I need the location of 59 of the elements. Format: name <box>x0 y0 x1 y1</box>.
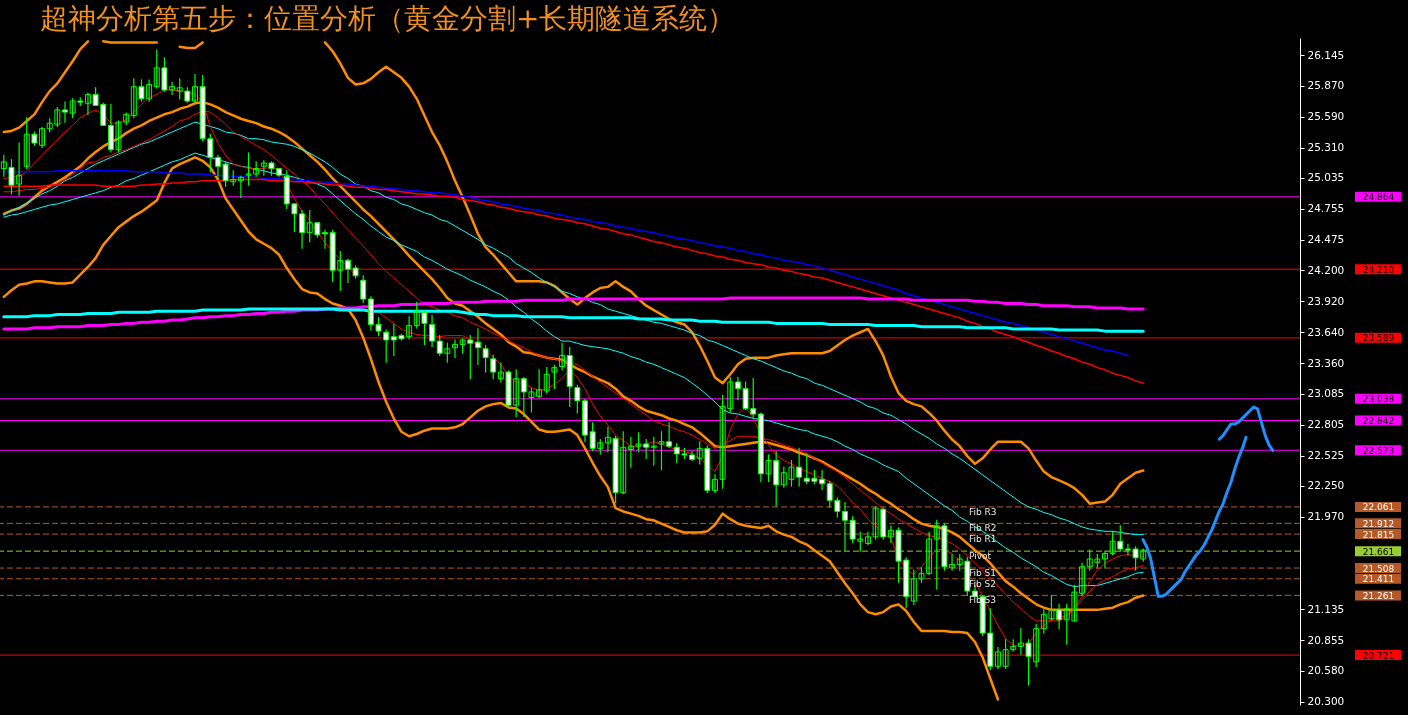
candlestick <box>237 175 244 198</box>
candlestick <box>559 342 566 371</box>
y2-tick-label: 22.061 <box>1362 502 1395 513</box>
y-tick-label: 20.300 <box>1307 695 1345 708</box>
y-tick-label: 25.590 <box>1307 110 1345 123</box>
y2-tick-label: 21.661 <box>1362 546 1395 557</box>
y2-tick-label: 21.411 <box>1362 574 1395 585</box>
y-tick-label: 23.360 <box>1307 356 1345 369</box>
candlestick <box>650 436 657 466</box>
y-tick-label: 23.640 <box>1307 325 1345 338</box>
candlestick <box>1102 550 1108 569</box>
candlestick <box>482 344 489 373</box>
ref-line-label: Fib R1 <box>969 534 997 545</box>
y2-tick-label: 23.038 <box>1362 394 1395 405</box>
y2-tick-label: 23.589 <box>1362 333 1395 344</box>
candlestick <box>551 364 558 390</box>
y-tick-label: 24.475 <box>1307 233 1345 246</box>
y2-tick-label: 20.721 <box>1362 650 1395 661</box>
y-tick-label: 22.805 <box>1307 418 1345 431</box>
y2-tick-label: 21.261 <box>1362 590 1395 601</box>
y-tick-label: 22.525 <box>1307 449 1345 462</box>
y2-tick-label: 22.842 <box>1362 416 1395 426</box>
y-tick-label: 24.200 <box>1307 263 1345 276</box>
candlestick <box>360 275 367 303</box>
candlestick <box>322 229 328 249</box>
candlestick <box>490 354 497 380</box>
candlestick <box>429 315 436 348</box>
y-tick-label: 22.250 <box>1307 479 1345 492</box>
y-tick-label: 23.085 <box>1307 387 1345 400</box>
ref-line-label: Fib S1 <box>969 568 997 579</box>
y-tick-label: 25.310 <box>1307 141 1345 154</box>
y-tick-label: 21.135 <box>1307 602 1345 615</box>
y-tick-label: 26.145 <box>1307 48 1345 61</box>
y-tick-label: 25.870 <box>1307 79 1345 92</box>
y2-tick-label: 21.815 <box>1362 529 1395 540</box>
candlestick <box>543 367 550 394</box>
candlestick <box>842 501 848 551</box>
line-series <box>2 296 1145 331</box>
y2-tick-label: 21.912 <box>1362 518 1395 529</box>
candlestick <box>452 339 458 359</box>
y-tick-label: 23.920 <box>1307 294 1345 307</box>
candlestick <box>474 328 481 365</box>
y2-tick-label: 24.210 <box>1362 264 1395 275</box>
y-tick-label: 20.580 <box>1307 664 1345 677</box>
y-tick-label: 21.970 <box>1307 510 1345 523</box>
candlestick <box>574 384 581 414</box>
y2-tick-label: 22.573 <box>1362 445 1395 456</box>
candlestick <box>712 474 718 494</box>
y-tick-label: 25.035 <box>1307 171 1345 184</box>
chart-title: 超神分析第五步：位置分析（黄金分割+长期隧道系统） <box>40 2 736 35</box>
candlestick <box>383 329 390 363</box>
y2-tick-label: 21.508 <box>1362 563 1395 574</box>
candlestick <box>192 73 198 103</box>
y2-tick-label: 24.864 <box>1362 192 1395 203</box>
y-tick-label: 20.855 <box>1307 633 1345 646</box>
y-tick-label: 24.755 <box>1307 202 1345 215</box>
line-series <box>2 156 1000 701</box>
ref-line-label: Fib R3 <box>969 506 997 517</box>
candlestick <box>62 101 68 123</box>
